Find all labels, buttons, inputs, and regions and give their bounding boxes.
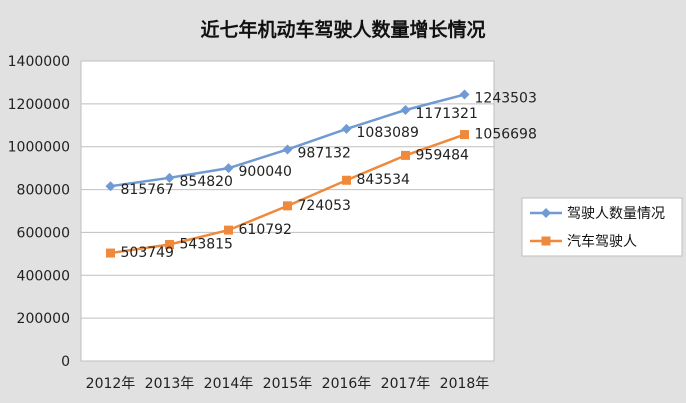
data-point [401, 150, 410, 160]
data-label: 1171321 [416, 106, 478, 122]
data-label: 1056698 [475, 127, 537, 143]
data-label: 843534 [357, 172, 411, 188]
data-point [164, 172, 175, 183]
data-point [283, 201, 292, 211]
x-tick-label: 2017年 [381, 376, 431, 392]
data-labels: 815767 854820 900040 987132 1083089 117132112… [121, 91, 537, 262]
y-axis-ticks: 0 200000 400000 600000 800000 1000000 1200000 1… [8, 54, 70, 370]
x-tick-label: 2014年 [204, 376, 254, 392]
x-tick-label: 2012年 [86, 376, 136, 392]
legend-label: 驾驶人数量情况 [567, 206, 665, 222]
data-point [460, 130, 469, 140]
data-label: 610792 [239, 222, 292, 238]
y-tick-label: 400000 [17, 268, 70, 284]
chart-title: 近七年机动车驾驶人数量增长情况 [200, 18, 485, 41]
data-point [400, 105, 411, 116]
data-point [106, 248, 115, 258]
data-point [459, 89, 470, 100]
data-label: 1083089 [357, 125, 419, 141]
data-label: 900040 [239, 164, 292, 180]
legend-label: 汽车驾驶人 [567, 233, 637, 250]
data-point [224, 225, 233, 235]
data-point [165, 239, 174, 249]
legend-marker [541, 236, 551, 246]
data-label: 503749 [121, 245, 174, 261]
data-label: 543815 [180, 236, 233, 252]
data-label: 959484 [416, 147, 470, 163]
data-point [342, 175, 351, 185]
legend-marker [541, 208, 551, 218]
y-tick-label: 200000 [17, 311, 70, 327]
data-label: 987132 [298, 145, 351, 161]
x-tick-label: 2018年 [440, 376, 490, 392]
data-point [223, 163, 234, 174]
y-tick-label: 1400000 [8, 54, 70, 70]
data-label: 815767 [121, 182, 174, 198]
y-tick-label: 1200000 [8, 97, 70, 113]
data-label: 854820 [180, 174, 233, 190]
data-point [105, 181, 116, 192]
x-axis-ticks: 2012年 2013年 2014年 2015年 2016年 2017年 2018年 [86, 376, 490, 392]
x-tick-label: 2015年 [263, 376, 313, 392]
data-label: 1243503 [475, 91, 537, 107]
y-tick-label: 600000 [17, 225, 70, 241]
x-tick-label: 2016年 [322, 376, 372, 392]
legend-box [521, 197, 683, 257]
x-tick-label: 2013年 [145, 376, 195, 392]
y-tick-label: 800000 [17, 183, 70, 199]
series-layer [105, 89, 470, 258]
data-point [341, 123, 352, 134]
plot-area [80, 60, 495, 362]
data-label: 724053 [298, 198, 351, 214]
y-tick-label: 0 [61, 354, 70, 370]
y-tick-label: 1000000 [8, 140, 70, 156]
data-point [282, 144, 293, 155]
